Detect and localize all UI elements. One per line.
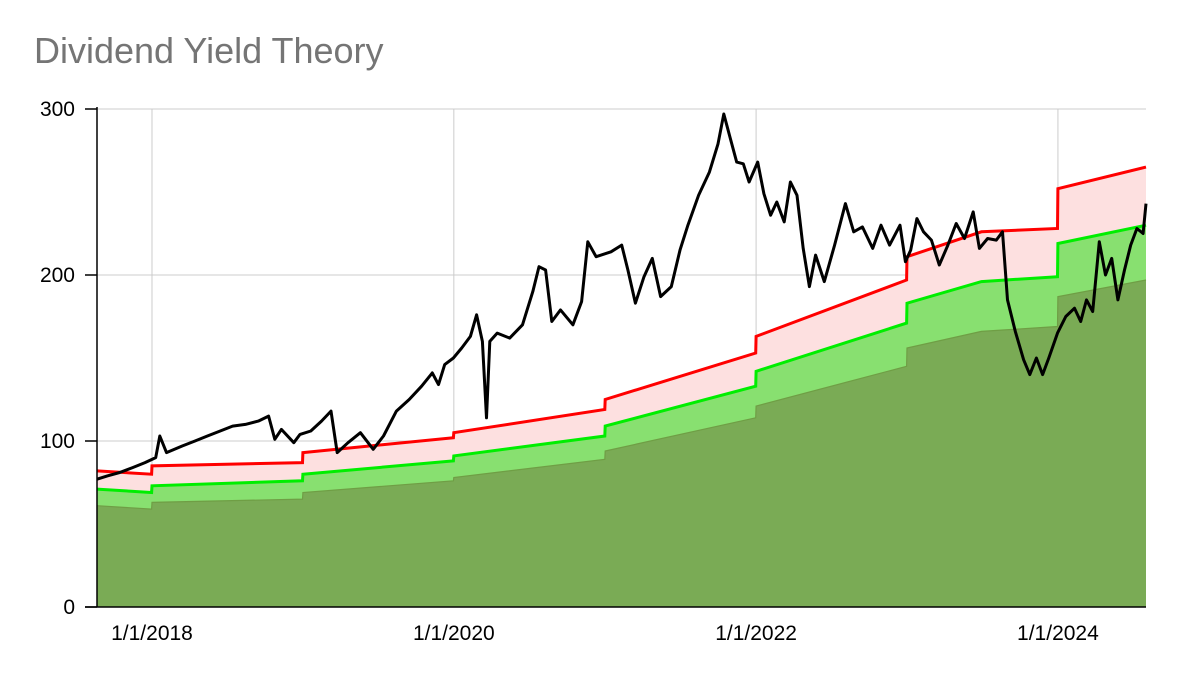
overvalued-line bbox=[96, 279, 1147, 510]
y-tick-label: 300 bbox=[40, 98, 75, 121]
chart-title: Dividend Yield Theory bbox=[34, 30, 384, 71]
y-tick-label: 0 bbox=[63, 596, 75, 619]
x-tick-label: 1/1/2018 bbox=[111, 622, 193, 645]
axes bbox=[85, 107, 1146, 608]
tick-labels: 0 100 200 300 1/1/2018 1/1/2020 1/1/2022 1/1/20… bbox=[40, 98, 1099, 645]
y-tick-label: 100 bbox=[40, 430, 75, 453]
y-tick-label: 200 bbox=[40, 264, 75, 287]
band-areas bbox=[97, 167, 1146, 607]
price-line bbox=[96, 112, 1148, 481]
undervalued-line bbox=[96, 165, 1147, 476]
overvalued-area bbox=[97, 280, 1146, 607]
x-tick-label: 1/1/2022 bbox=[715, 622, 797, 645]
x-tick-label: 1/1/2024 bbox=[1017, 622, 1099, 645]
series-lines bbox=[96, 112, 1148, 510]
x-tick-label: 1/1/2020 bbox=[413, 622, 495, 645]
